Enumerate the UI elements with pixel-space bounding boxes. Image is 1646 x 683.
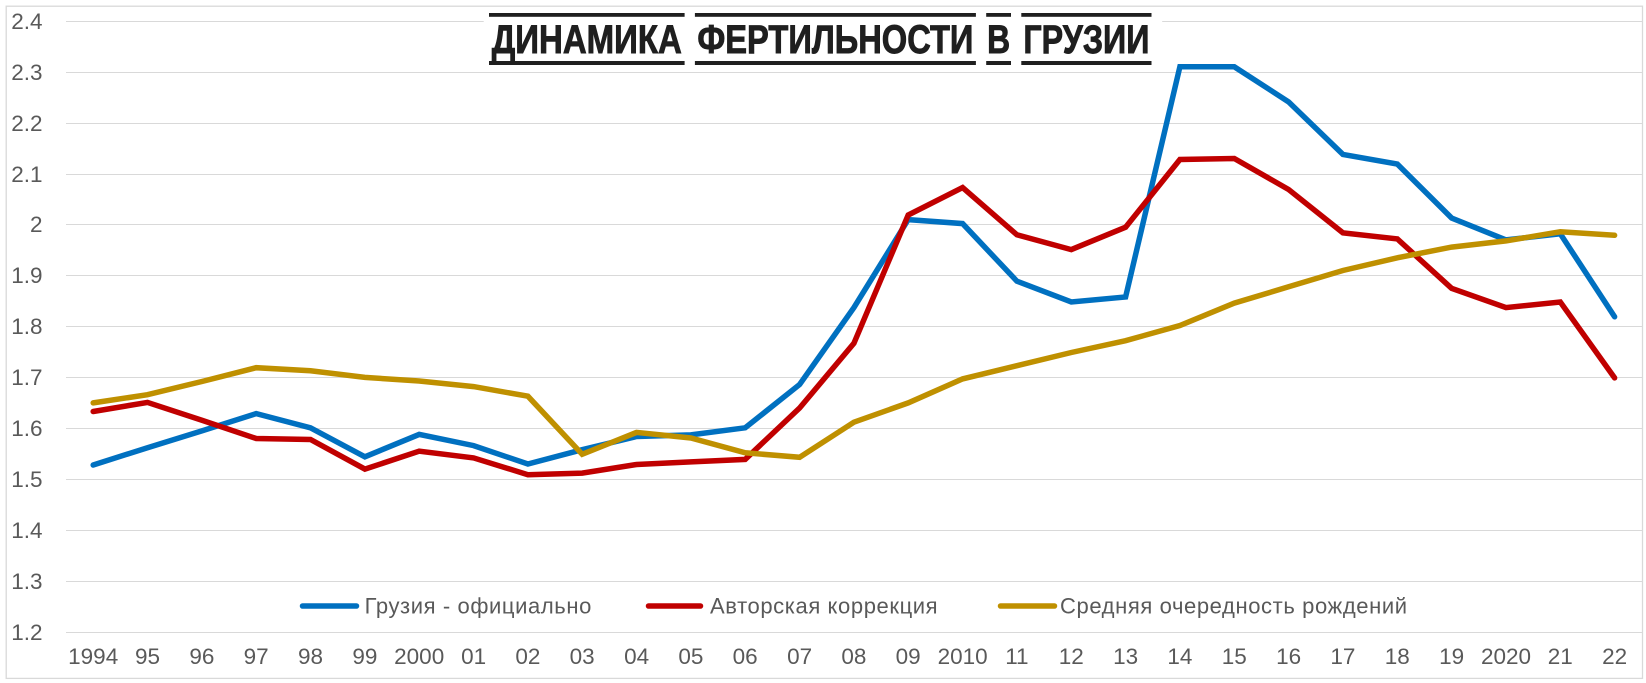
- svg-text:02: 02: [515, 644, 540, 669]
- svg-text:1.5: 1.5: [11, 467, 42, 492]
- svg-text:1994: 1994: [68, 644, 118, 669]
- svg-text:99: 99: [352, 644, 377, 669]
- svg-text:17: 17: [1330, 644, 1355, 669]
- svg-text:95: 95: [135, 644, 160, 669]
- svg-text:15: 15: [1222, 644, 1247, 669]
- svg-text:1.6: 1.6: [11, 416, 42, 441]
- svg-text:1.7: 1.7: [11, 365, 42, 390]
- svg-text:1.3: 1.3: [11, 569, 42, 594]
- svg-text:18: 18: [1385, 644, 1410, 669]
- svg-text:Грузия - официально: Грузия - официально: [365, 594, 592, 619]
- svg-text:2020: 2020: [1481, 644, 1531, 669]
- svg-text:97: 97: [244, 644, 269, 669]
- svg-text:14: 14: [1167, 644, 1192, 669]
- svg-text:В: В: [987, 18, 1010, 62]
- svg-text:2.3: 2.3: [11, 60, 42, 85]
- svg-text:ДИНАМИКА: ДИНАМИКА: [492, 18, 682, 62]
- svg-text:16: 16: [1276, 644, 1301, 669]
- svg-text:ГРУЗИИ: ГРУЗИИ: [1023, 18, 1149, 62]
- svg-text:06: 06: [733, 644, 758, 669]
- svg-text:09: 09: [896, 644, 921, 669]
- svg-text:04: 04: [624, 644, 649, 669]
- svg-text:96: 96: [189, 644, 214, 669]
- svg-text:12: 12: [1059, 644, 1084, 669]
- svg-text:2.2: 2.2: [11, 111, 42, 136]
- svg-text:2000: 2000: [394, 644, 444, 669]
- svg-text:2: 2: [30, 212, 43, 237]
- svg-text:1.8: 1.8: [11, 314, 42, 339]
- svg-text:1.4: 1.4: [11, 518, 42, 543]
- svg-text:07: 07: [787, 644, 812, 669]
- svg-text:Средняя очередность рождений: Средняя очередность рождений: [1060, 594, 1408, 619]
- svg-text:01: 01: [461, 644, 486, 669]
- svg-text:22: 22: [1602, 644, 1627, 669]
- svg-text:11: 11: [1005, 644, 1028, 669]
- svg-text:2.1: 2.1: [11, 162, 42, 187]
- svg-text:ФЕРТИЛЬНОСТИ: ФЕРТИЛЬНОСТИ: [697, 18, 973, 62]
- svg-text:2.4: 2.4: [11, 9, 42, 34]
- svg-text:03: 03: [570, 644, 595, 669]
- svg-text:1.2: 1.2: [11, 620, 42, 645]
- svg-text:98: 98: [298, 644, 323, 669]
- svg-text:05: 05: [678, 644, 703, 669]
- svg-text:2010: 2010: [938, 644, 988, 669]
- svg-text:Авторская коррекция: Авторская коррекция: [710, 594, 938, 619]
- svg-text:08: 08: [841, 644, 866, 669]
- svg-text:21: 21: [1548, 644, 1573, 669]
- svg-text:1.9: 1.9: [11, 263, 42, 288]
- svg-text:13: 13: [1113, 644, 1138, 669]
- svg-text:19: 19: [1439, 644, 1464, 669]
